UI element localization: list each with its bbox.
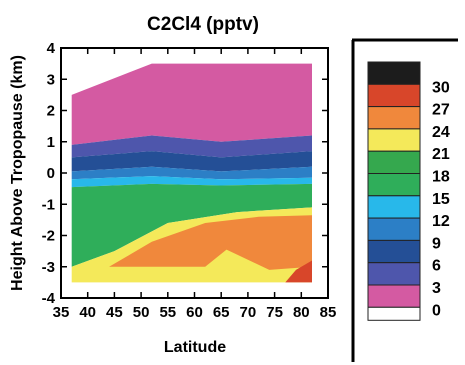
chart-title: C2Cl4 (pptv) bbox=[147, 14, 259, 35]
legend-swatch bbox=[367, 83, 421, 108]
legend-swatch bbox=[367, 262, 421, 286]
legend-swatch bbox=[367, 150, 421, 174]
legend-swatch bbox=[367, 106, 421, 130]
x-tick-label: 35 bbox=[53, 304, 70, 321]
x-tick-label: 75 bbox=[266, 304, 283, 321]
contour-band-15-18 bbox=[71, 176, 312, 188]
y-tick-label: -2 bbox=[42, 228, 55, 245]
y-axis-label: Height Above Tropopause (km) bbox=[9, 55, 26, 291]
legend-swatch bbox=[367, 61, 421, 85]
contour-band-3-6 bbox=[71, 63, 312, 145]
axes: 35 40 45 50 55 60 65 70 75 80 85 -4 -3 -2 -1 0 1 2 3 4 bbox=[42, 40, 337, 321]
x-tick-label: 85 bbox=[320, 304, 337, 321]
contour-band-6-9 bbox=[71, 135, 312, 158]
y-tick-label: -1 bbox=[42, 196, 55, 213]
legend-swatch bbox=[367, 239, 421, 264]
y-tick-label: -3 bbox=[42, 259, 55, 276]
x-tick-label: 65 bbox=[213, 304, 230, 321]
legend-label: 9 bbox=[432, 235, 441, 252]
legend-label: 15 bbox=[432, 191, 450, 208]
legend-swatch bbox=[367, 173, 421, 197]
legend-label: 30 bbox=[432, 79, 450, 96]
x-tick-label: 60 bbox=[186, 304, 203, 321]
x-tick-label: 70 bbox=[240, 304, 257, 321]
legend-label: 18 bbox=[432, 169, 450, 186]
contour-band-18-21 bbox=[71, 183, 312, 267]
legend-label: 24 bbox=[432, 124, 450, 141]
x-axis-label: Latitude bbox=[164, 339, 226, 356]
contour-band-12-15 bbox=[71, 166, 312, 180]
x-tick-label: 40 bbox=[79, 304, 96, 321]
x-tick-label: 55 bbox=[159, 304, 176, 321]
contour-band-27-30 bbox=[285, 260, 312, 283]
legend-swatch bbox=[367, 217, 421, 241]
y-tick-label: 2 bbox=[47, 103, 55, 120]
y-tick-label: 4 bbox=[47, 40, 56, 57]
legend-label: 27 bbox=[432, 102, 450, 119]
legend-label: 0 bbox=[432, 302, 441, 319]
legend-swatch bbox=[367, 195, 421, 219]
y-tick-label: 3 bbox=[47, 71, 55, 88]
legend-label: 6 bbox=[432, 258, 441, 275]
legend-swatch bbox=[367, 306, 421, 321]
legend-swatch bbox=[367, 128, 421, 152]
legend-label: 21 bbox=[432, 146, 450, 163]
x-tick-label: 80 bbox=[293, 304, 310, 321]
x-tick-label: 50 bbox=[133, 304, 150, 321]
y-tick-label: 1 bbox=[47, 134, 55, 151]
legend-swatch bbox=[367, 284, 421, 308]
contour-band-9-12 bbox=[71, 151, 312, 172]
y-tick-label: -4 bbox=[42, 290, 56, 307]
legend-label: 3 bbox=[432, 280, 441, 297]
y-tick-label: 0 bbox=[47, 165, 55, 182]
legend-label: 12 bbox=[432, 213, 450, 230]
contour-band-24-27 bbox=[109, 215, 312, 270]
plot-area bbox=[71, 63, 312, 283]
x-tick-label: 45 bbox=[106, 304, 123, 321]
